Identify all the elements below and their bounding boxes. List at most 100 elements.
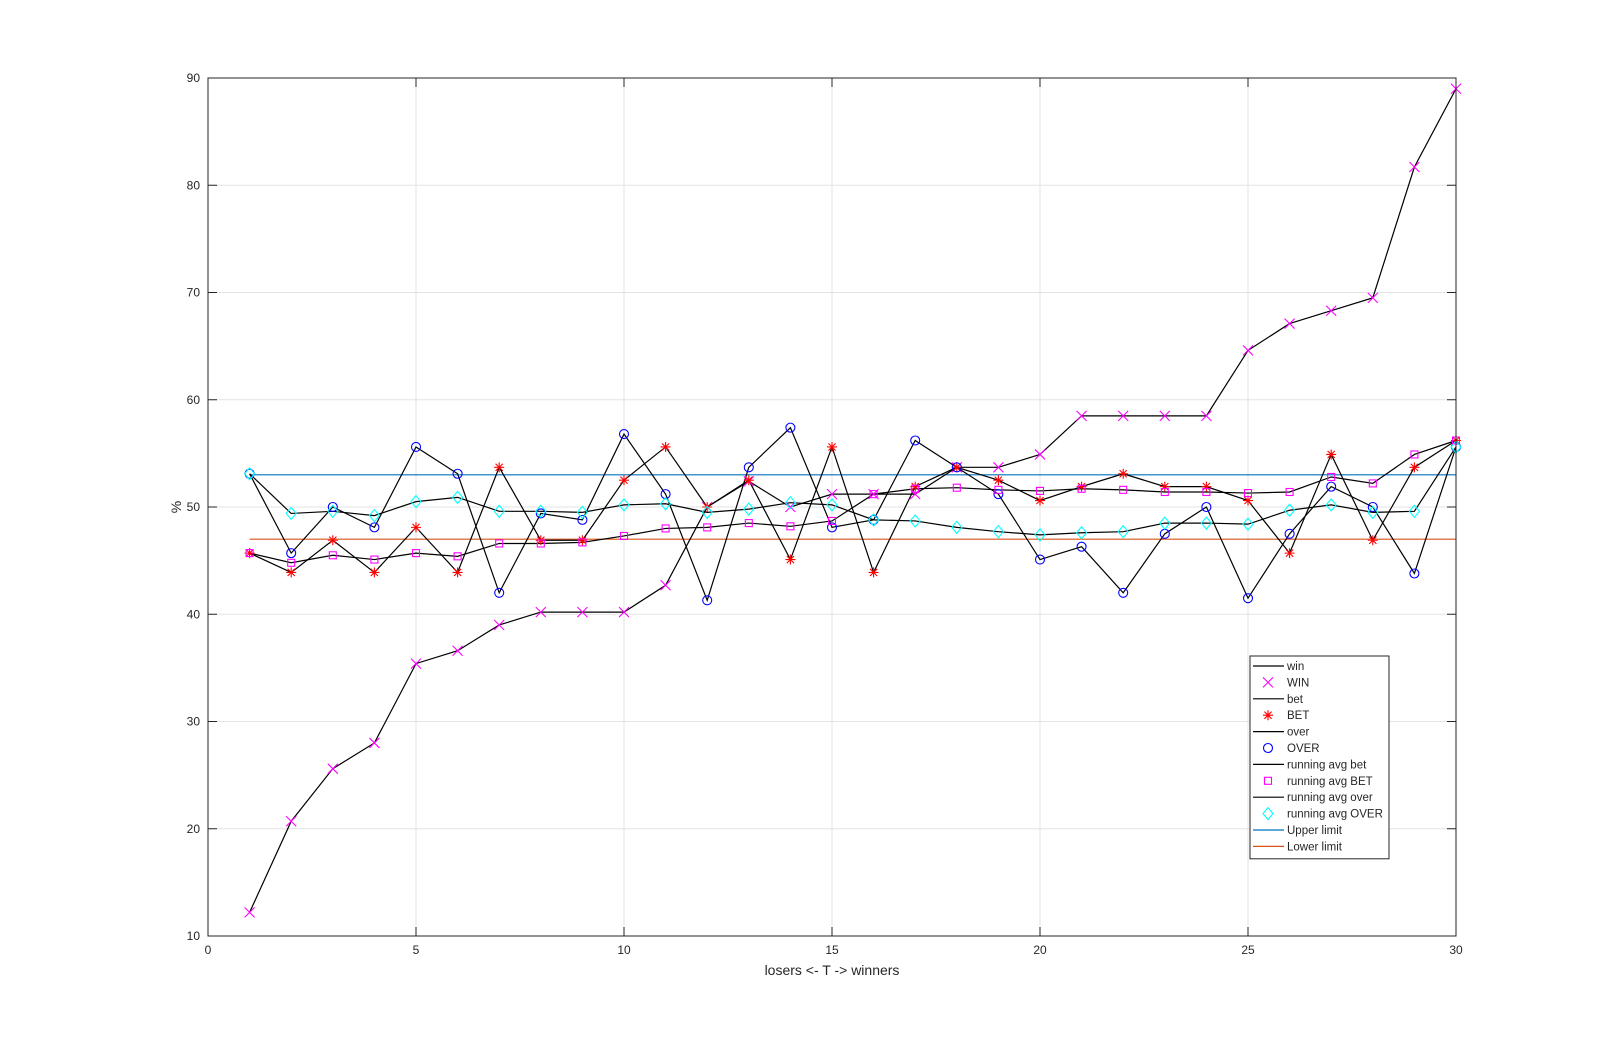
y-tick-label: 20 (187, 822, 201, 836)
running-avg-over-point (576, 505, 589, 520)
win-point (1242, 345, 1254, 356)
win-point (493, 619, 505, 631)
bet-point (1243, 495, 1253, 506)
bet-point (1367, 535, 1378, 546)
running-avg-bet-point (411, 549, 421, 558)
bet-point (452, 567, 463, 578)
bet-point (910, 481, 921, 492)
win-point (618, 606, 630, 618)
y-tick-label: 40 (187, 607, 201, 621)
over-point (785, 422, 796, 433)
bet-point (993, 475, 1004, 486)
win-point (452, 645, 463, 657)
bet-point (369, 567, 380, 578)
y-tick-label: 60 (187, 393, 201, 407)
running-avg-bet-point (786, 522, 795, 531)
running-avg-bet-point (911, 484, 920, 493)
running-avg-over-point (1283, 503, 1296, 518)
bet-line (249, 440, 1457, 575)
over-point (910, 435, 921, 446)
running-avg-bet-point (744, 519, 753, 528)
running-avg-over-point (285, 506, 297, 521)
bet-point (619, 475, 629, 486)
running-avg-bet-point (1202, 487, 1211, 497)
bet-point (951, 462, 962, 473)
running-avg-over-point (1367, 505, 1379, 520)
running-avg-bet-point (453, 552, 462, 561)
x-tick-label: 0 (205, 943, 212, 957)
running-avg-over-point (909, 514, 921, 528)
y-tick-label: 80 (187, 178, 201, 192)
win-point (785, 501, 796, 513)
x-tick-label: 15 (825, 943, 839, 957)
over-point (286, 548, 297, 559)
running-avg-over-point (493, 504, 505, 519)
win-point (1409, 161, 1420, 173)
x-tick-label: 25 (1241, 943, 1255, 957)
y-tick-label: 70 (187, 286, 201, 300)
over-point (1367, 501, 1378, 513)
running-avg-over-point (1325, 497, 1337, 512)
running-avg-bet-point (869, 490, 878, 499)
bet-point (785, 554, 796, 565)
running-avg-over-line (249, 446, 1457, 536)
y-tick-label: 90 (187, 71, 201, 85)
over-point (702, 595, 713, 606)
running-avg-bet-point (1410, 450, 1419, 459)
bet-point (1201, 481, 1212, 492)
running-avg-over-point (1034, 528, 1046, 542)
running-avg-over-point (701, 505, 713, 520)
running-avg-bet-point (1077, 484, 1086, 493)
running-avg-bet-point (1327, 472, 1336, 482)
over-point (1118, 587, 1129, 598)
legend-label: bet (1287, 694, 1304, 706)
x-tick-label: 5 (413, 943, 420, 957)
running-avg-over-point (535, 504, 547, 519)
running-avg-bet-point (328, 551, 337, 560)
running-avg-over-point (618, 497, 630, 512)
bet-point (1159, 481, 1170, 492)
running-avg-bet-point (1119, 485, 1128, 494)
bet-point (577, 535, 588, 546)
win-point (244, 907, 255, 918)
axis-ticks (207, 77, 1457, 937)
win-point (1325, 305, 1337, 317)
win-point (327, 763, 339, 775)
over-point (1409, 568, 1420, 579)
bet-point (286, 567, 297, 578)
legend-swatch-win (1262, 677, 1274, 688)
running-avg-over-point (1117, 524, 1129, 539)
running-avg-bet-point (578, 538, 587, 547)
legend-label: WIN (1287, 677, 1309, 689)
bet-point (327, 535, 338, 546)
running-avg-over-point (243, 466, 256, 481)
running-avg-over-point (743, 502, 755, 517)
running-avg-over-point (410, 494, 422, 509)
legend-label: Lower limit (1287, 841, 1343, 853)
win-point (1159, 410, 1171, 422)
win-point (993, 461, 1004, 473)
over-point (1284, 528, 1295, 539)
running-avg-over-point (1159, 516, 1171, 530)
running-avg-over-point (1075, 525, 1088, 540)
legend-swatch-running-avg-bet (1263, 776, 1273, 785)
bet-point (868, 567, 879, 578)
running-avg-over-point (826, 497, 838, 512)
over-point (577, 514, 588, 525)
running-avg-bet-point (661, 524, 670, 533)
legend-box (1249, 655, 1390, 860)
over-point (1326, 481, 1337, 492)
running-avg-bet-point (536, 539, 545, 548)
win-point (369, 737, 380, 749)
legend-label: running avg over (1287, 792, 1373, 804)
series-lines (249, 88, 1457, 913)
over-point (951, 462, 962, 473)
running-avg-over-point (327, 504, 339, 519)
over-point (993, 489, 1004, 500)
legend-label: BET (1287, 710, 1309, 722)
legend-swatch-running-avg-over (1262, 806, 1274, 821)
x-tick-label: 20 (1033, 943, 1047, 957)
bet-point (743, 475, 754, 486)
legend-label: Upper limit (1287, 825, 1343, 837)
legend-swatch-bet (1263, 710, 1273, 721)
